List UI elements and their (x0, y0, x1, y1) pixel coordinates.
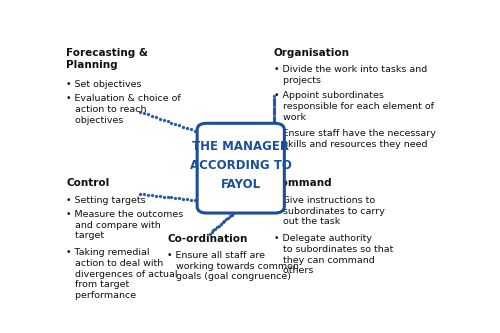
Text: • Appoint subordinates
   responsible for each element of
   work: • Appoint subordinates responsible for e… (274, 91, 434, 122)
Text: Co-ordination: Co-ordination (167, 233, 248, 243)
Text: Control: Control (66, 178, 110, 188)
Text: • Delegate authority
   to subordinates so that
   they can command
   others: • Delegate authority to subordinates so … (274, 234, 393, 275)
Text: • Taking remedial
   action to deal with
   divergences of actual
   from target: • Taking remedial action to deal with di… (66, 248, 178, 300)
Text: • Set objectives: • Set objectives (66, 80, 142, 89)
Text: Organisation: Organisation (274, 48, 349, 58)
Text: • Ensure all staff are
   working towards common
   goals (goal congruence): • Ensure all staff are working towards c… (167, 251, 299, 281)
Text: • Setting targets: • Setting targets (66, 196, 146, 205)
Text: THE MANAGER
ACCORDING TO
FAYOL: THE MANAGER ACCORDING TO FAYOL (190, 140, 292, 191)
Text: • Ensure staff have the necessary
   skills and resources they need: • Ensure staff have the necessary skills… (274, 130, 436, 149)
Text: Forecasting &
Planning: Forecasting & Planning (66, 48, 148, 70)
Text: • Divide the work into tasks and
   projects: • Divide the work into tasks and project… (274, 65, 427, 85)
FancyBboxPatch shape (197, 123, 284, 213)
Text: • Evaluation & choice of
   action to reach
   objectives: • Evaluation & choice of action to reach… (66, 94, 181, 125)
Text: • Measure the outcomes
   and compare with
   target: • Measure the outcomes and compare with … (66, 210, 184, 240)
Text: Command: Command (274, 178, 332, 188)
Text: • Give instructions to
   subordinates to carry
   out the task: • Give instructions to subordinates to c… (274, 196, 384, 226)
